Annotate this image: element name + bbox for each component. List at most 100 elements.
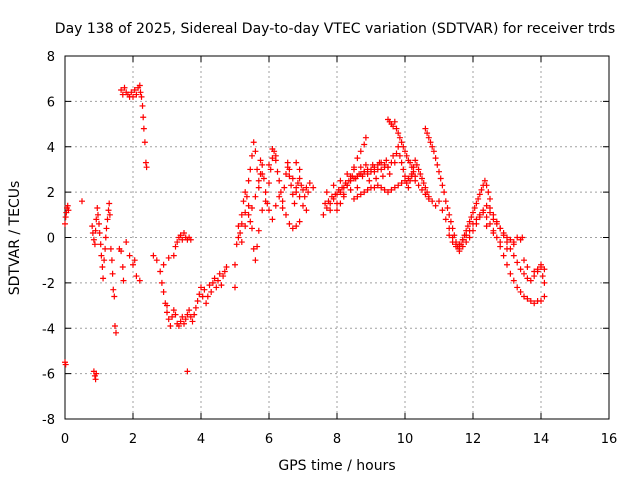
data-point (306, 180, 313, 187)
data-point (340, 191, 347, 198)
data-point (422, 191, 429, 198)
data-point (249, 152, 255, 159)
data-point (130, 93, 136, 100)
data-point (483, 182, 490, 189)
data-point (136, 277, 143, 284)
data-point (103, 225, 110, 232)
data-point (276, 193, 283, 200)
data-point (111, 293, 118, 300)
data-point (538, 298, 544, 305)
data-point (476, 211, 483, 218)
data-point (337, 200, 344, 207)
data-point (330, 182, 337, 189)
data-point (361, 168, 368, 175)
data-point (177, 318, 184, 325)
data-point (203, 300, 210, 307)
data-point (133, 91, 140, 98)
chart-title: Day 138 of 2025, Sidereal Day-to-day VTE… (55, 21, 615, 37)
data-point (249, 225, 255, 232)
data-point (245, 177, 252, 184)
data-point (269, 216, 276, 223)
data-point (215, 277, 221, 284)
data-point (395, 130, 402, 137)
data-point (362, 134, 369, 141)
data-point (381, 186, 388, 193)
data-point (402, 177, 408, 184)
data-point (507, 270, 514, 277)
data-point (468, 214, 475, 221)
data-point (322, 200, 329, 207)
data-point (446, 225, 453, 232)
data-point (507, 236, 514, 243)
x-tick-label: 0 (61, 432, 69, 447)
data-point (208, 288, 215, 295)
data-point (405, 175, 412, 182)
x-tick-label: 16 (601, 432, 618, 447)
data-point (539, 273, 546, 280)
data-point (517, 288, 524, 295)
data-point (373, 175, 380, 182)
data-point (354, 184, 361, 191)
data-point (119, 91, 126, 98)
data-point (137, 89, 144, 96)
data-point (293, 184, 300, 191)
data-point (96, 220, 102, 227)
data-point (357, 170, 364, 177)
data-point (198, 284, 204, 291)
data-point (320, 211, 327, 218)
data-point (364, 186, 371, 193)
data-point (233, 241, 240, 248)
data-point (470, 220, 476, 227)
data-point (245, 211, 252, 218)
y-tick-label: 6 (47, 95, 55, 110)
data-point (257, 157, 264, 164)
data-point (412, 173, 419, 180)
data-point (266, 180, 272, 187)
data-point (89, 223, 96, 230)
data-point (259, 207, 266, 214)
data-point (510, 252, 517, 259)
data-point (476, 191, 483, 198)
data-point (330, 195, 337, 202)
data-point (158, 279, 165, 286)
data-point (386, 170, 393, 177)
data-point (279, 205, 286, 212)
data-point (284, 159, 291, 166)
data-point (110, 286, 117, 293)
data-point (177, 232, 184, 239)
data-point (378, 159, 385, 166)
data-point (235, 234, 242, 241)
data-point (238, 220, 245, 227)
data-point (497, 239, 504, 246)
data-point (490, 216, 497, 223)
data-point (296, 175, 303, 182)
x-axis-label: GPS time / hours (278, 458, 395, 474)
data-point (249, 205, 255, 212)
data-point (174, 239, 181, 246)
data-point (483, 214, 490, 221)
data-point (97, 241, 104, 248)
data-point (252, 257, 259, 264)
data-point (184, 368, 191, 375)
data-point (354, 155, 361, 162)
data-point (301, 193, 308, 200)
y-tick-label: -2 (42, 277, 55, 292)
data-point (289, 175, 296, 182)
data-point (400, 166, 407, 173)
data-point (430, 148, 437, 155)
data-point (439, 182, 446, 189)
data-point (514, 284, 521, 291)
data-point (405, 184, 412, 191)
data-point (391, 159, 398, 166)
data-point (277, 189, 284, 196)
data-point (281, 184, 288, 191)
data-point (238, 211, 245, 218)
plot-frame (64, 55, 610, 420)
data-point (396, 134, 403, 141)
data-point (323, 189, 330, 196)
data-point (100, 275, 107, 282)
data-point (391, 184, 398, 191)
data-point (291, 200, 298, 207)
data-point (424, 130, 431, 137)
data-point (62, 220, 68, 227)
